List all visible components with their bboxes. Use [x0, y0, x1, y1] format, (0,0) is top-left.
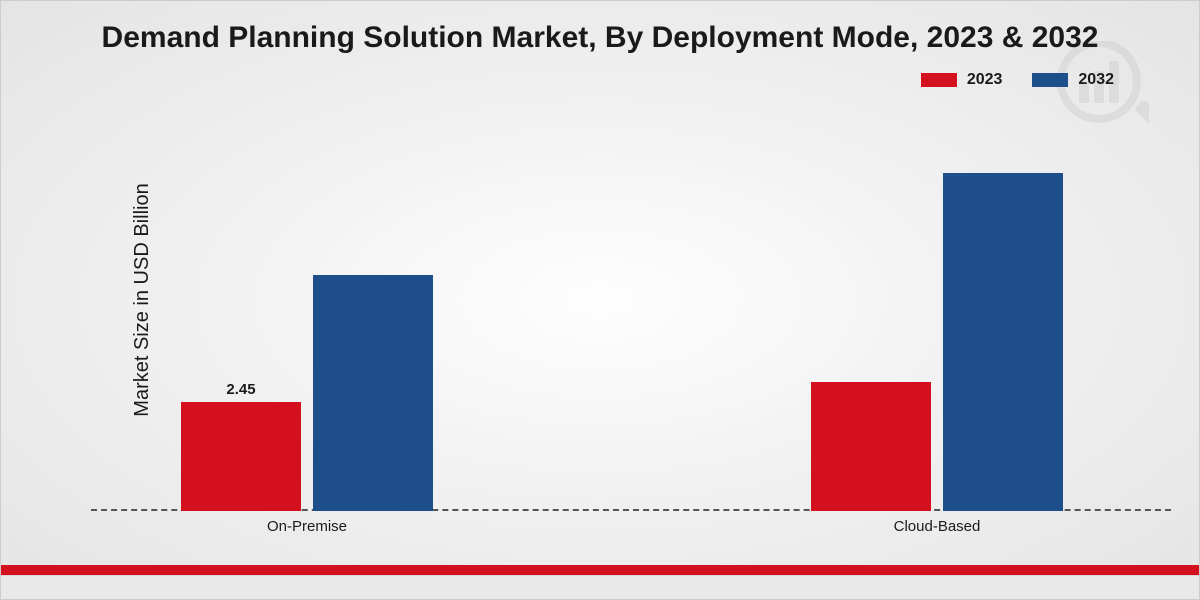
- footer-bar: [1, 565, 1199, 599]
- bar-cloudbased-2023: [811, 382, 931, 511]
- legend-swatch-2023: [921, 73, 957, 87]
- legend-label-2032: 2032: [1078, 71, 1114, 89]
- bar-cloudbased-2032: [943, 173, 1063, 511]
- legend-swatch-2032: [1032, 73, 1068, 87]
- footer-red-stripe: [1, 565, 1199, 575]
- bar-label-onpremise-2023: 2.45: [181, 381, 301, 398]
- bar-onpremise-2023: [181, 402, 301, 511]
- chart-container: Demand Planning Solution Market, By Depl…: [0, 0, 1200, 600]
- x-label-cloudbased: Cloud-Based: [811, 518, 1063, 535]
- legend: 2023 2032: [921, 71, 1114, 89]
- chart-title: Demand Planning Solution Market, By Depl…: [1, 21, 1199, 55]
- legend-item-2032: 2032: [1032, 71, 1114, 89]
- legend-label-2023: 2023: [967, 71, 1003, 89]
- legend-item-2023: 2023: [921, 71, 1003, 89]
- x-label-onpremise: On-Premise: [181, 518, 433, 535]
- footer-gray-stripe: [1, 575, 1199, 599]
- bar-onpremise-2032: [313, 275, 433, 511]
- plot-area: 2.45 On-Premise Cloud-Based: [91, 111, 1171, 511]
